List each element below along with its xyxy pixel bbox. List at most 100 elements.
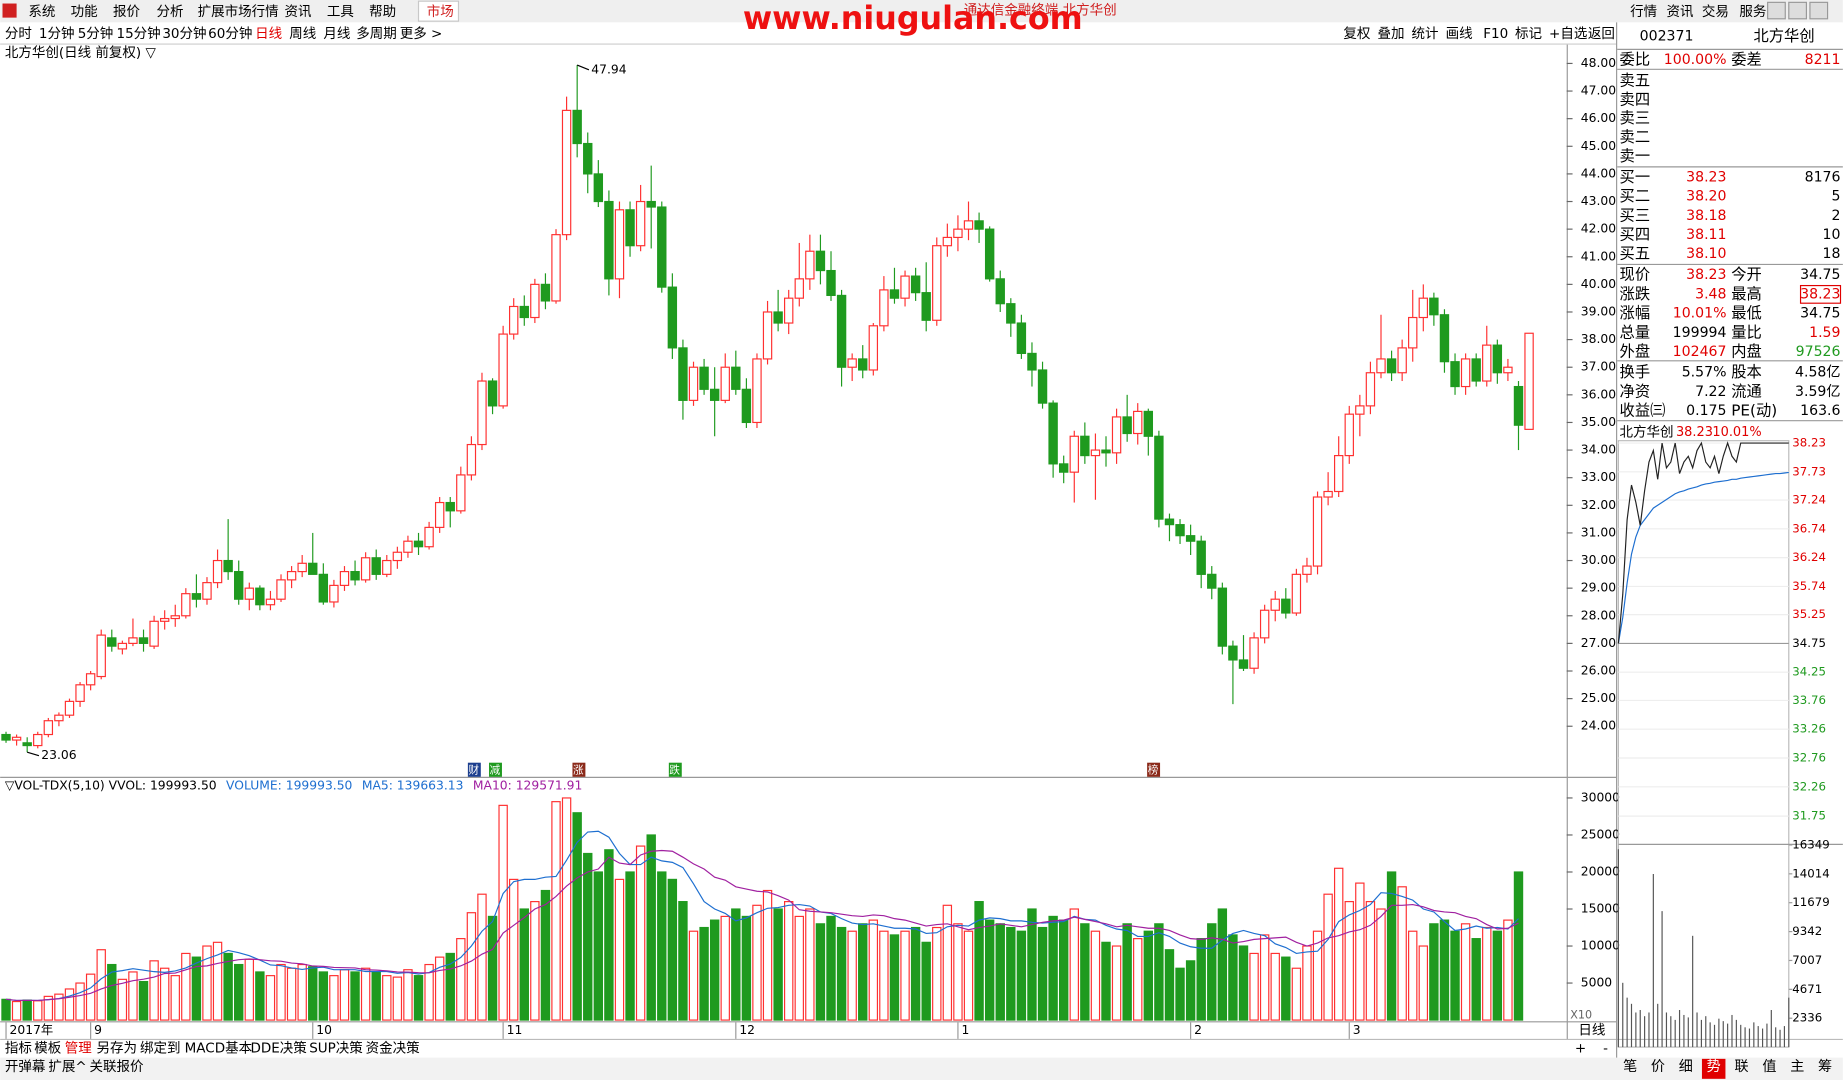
- stat-value: 102467: [1673, 344, 1727, 360]
- candle-body: [1196, 540, 1206, 575]
- bid-price: 38.10: [1686, 246, 1726, 262]
- menu-right-item[interactable]: 资讯: [1667, 4, 1695, 20]
- bottom-tab2[interactable]: 扩展^: [48, 1059, 86, 1075]
- event-marker[interactable]: [489, 762, 502, 777]
- candle-body: [138, 637, 149, 644]
- tool-button[interactable]: 叠加: [1377, 26, 1404, 42]
- restore-button[interactable]: [1788, 1, 1808, 20]
- volume-bar: [1196, 938, 1206, 1021]
- menu-item[interactable]: 资讯: [285, 4, 313, 20]
- y-tick-label: 28.00: [1581, 608, 1616, 622]
- tool-button[interactable]: 复权: [1343, 25, 1371, 42]
- candle-body: [1492, 344, 1503, 374]
- bottom-tab[interactable]: 另存为: [97, 1040, 138, 1056]
- tool-button[interactable]: 返回: [1588, 26, 1615, 42]
- tool-button[interactable]: 标记: [1515, 26, 1542, 42]
- volume-bar: [286, 967, 297, 1021]
- bottom-tab2[interactable]: 关联报价: [89, 1059, 143, 1075]
- bottom-tab[interactable]: 模板: [34, 1040, 61, 1056]
- period-button[interactable]: 15分钟: [116, 25, 160, 42]
- volume-bar: [1344, 901, 1354, 1021]
- zoom-out[interactable]: -: [1603, 1040, 1608, 1056]
- period-button[interactable]: 5分钟: [78, 25, 114, 42]
- side-tab[interactable]: 值: [1762, 1059, 1776, 1075]
- menu-right-item[interactable]: 行情: [1630, 4, 1657, 20]
- period-button[interactable]: 日线: [255, 26, 282, 42]
- y-tick-label: 40.00: [1581, 277, 1616, 291]
- volume-bar: [1503, 919, 1513, 1021]
- volume-bar: [1355, 882, 1365, 1021]
- mini-y-label: 33.76: [1792, 693, 1826, 707]
- menu-item[interactable]: 工具: [327, 4, 354, 20]
- event-label[interactable]: 榜: [1148, 763, 1159, 776]
- period-button[interactable]: 1分钟: [39, 25, 75, 42]
- side-tab[interactable]: 筹: [1818, 1058, 1832, 1075]
- side-tab[interactable]: 势: [1707, 1059, 1721, 1075]
- bottom-tab[interactable]: SUP决策: [309, 1039, 363, 1056]
- menu-item[interactable]: 功能: [71, 4, 98, 20]
- volume-bar: [128, 971, 138, 1021]
- close-button[interactable]: [1809, 1, 1829, 20]
- bid-volume: 2: [1832, 208, 1841, 224]
- volume-bar: [551, 801, 561, 1021]
- stat-label: 量比: [1731, 323, 1762, 341]
- bottom-tab[interactable]: 资金决策: [366, 1039, 420, 1056]
- minimize-button[interactable]: [1767, 1, 1786, 20]
- event-marker[interactable]: [668, 762, 682, 777]
- side-tab[interactable]: 价: [1651, 1059, 1665, 1075]
- bottom-tab[interactable]: 绑定到: [140, 1040, 181, 1056]
- candle-body: [265, 598, 276, 606]
- bottom-tab2[interactable]: 开弹幕: [5, 1059, 46, 1075]
- menu-item[interactable]: 分析: [156, 4, 183, 20]
- zoom-in[interactable]: +: [1575, 1040, 1586, 1056]
- period-button[interactable]: 更多 >: [400, 25, 443, 42]
- menu-item[interactable]: 帮助: [369, 4, 396, 20]
- period-button[interactable]: 30分钟: [162, 25, 206, 42]
- stat-label: 今开: [1731, 265, 1762, 283]
- event-marker[interactable]: [1147, 762, 1161, 777]
- side-tab[interactable]: 主: [1790, 1059, 1804, 1075]
- stat-value: 163.6: [1800, 403, 1840, 419]
- bottom-tab[interactable]: 指标: [5, 1040, 32, 1056]
- bottom-tab[interactable]: DDE决策: [250, 1039, 307, 1056]
- volume-bar: [371, 971, 381, 1021]
- period-button[interactable]: 分时: [5, 26, 32, 42]
- menu-item[interactable]: 系统: [28, 4, 55, 20]
- event-label[interactable]: 涨: [573, 764, 584, 776]
- volume-bar: [1302, 945, 1312, 1021]
- volume-bar: [1185, 960, 1196, 1021]
- tool-button[interactable]: 画线: [1446, 26, 1473, 42]
- volume-bar: [805, 908, 815, 1021]
- period-button[interactable]: 周线: [289, 26, 316, 42]
- bottom-tab[interactable]: MACD基本: [185, 1039, 253, 1056]
- tool-button[interactable]: +自选: [1549, 26, 1588, 42]
- candle-body: [794, 278, 804, 299]
- period-button[interactable]: 月线: [323, 26, 350, 42]
- tab-active-bg: [1701, 1058, 1726, 1079]
- event-marker[interactable]: [572, 762, 586, 777]
- event-label[interactable]: 跌: [669, 763, 680, 776]
- annotation-leader: [27, 751, 40, 757]
- chart-title: 北方华创(日线 前复权) ▽: [5, 44, 157, 61]
- tool-button[interactable]: 统计: [1412, 26, 1439, 42]
- candle-body: [413, 540, 424, 548]
- event-label[interactable]: 减: [490, 764, 501, 776]
- period-button[interactable]: 多周期: [356, 25, 397, 42]
- bottom-tab[interactable]: 管理: [65, 1040, 92, 1056]
- period-button[interactable]: 60分钟: [208, 25, 252, 42]
- menu-item[interactable]: 扩展市场行情: [198, 3, 279, 20]
- menu-right-item[interactable]: 服务: [1739, 4, 1766, 20]
- event-marker[interactable]: [467, 762, 481, 777]
- side-tab[interactable]: 细: [1679, 1059, 1693, 1075]
- menu-item[interactable]: 市场: [427, 3, 454, 20]
- menu-right-item[interactable]: 交易: [1702, 3, 1729, 20]
- menu-item[interactable]: 报价: [113, 4, 140, 20]
- volume-bar: [244, 958, 254, 1021]
- stat-value: 34.75: [1800, 306, 1840, 322]
- event-label[interactable]: 财: [468, 763, 479, 776]
- side-tab[interactable]: 笔: [1623, 1059, 1637, 1075]
- side-tab[interactable]: 联: [1735, 1059, 1749, 1075]
- tool-button[interactable]: F10: [1483, 26, 1508, 42]
- status-bar: [0, 1057, 1843, 1080]
